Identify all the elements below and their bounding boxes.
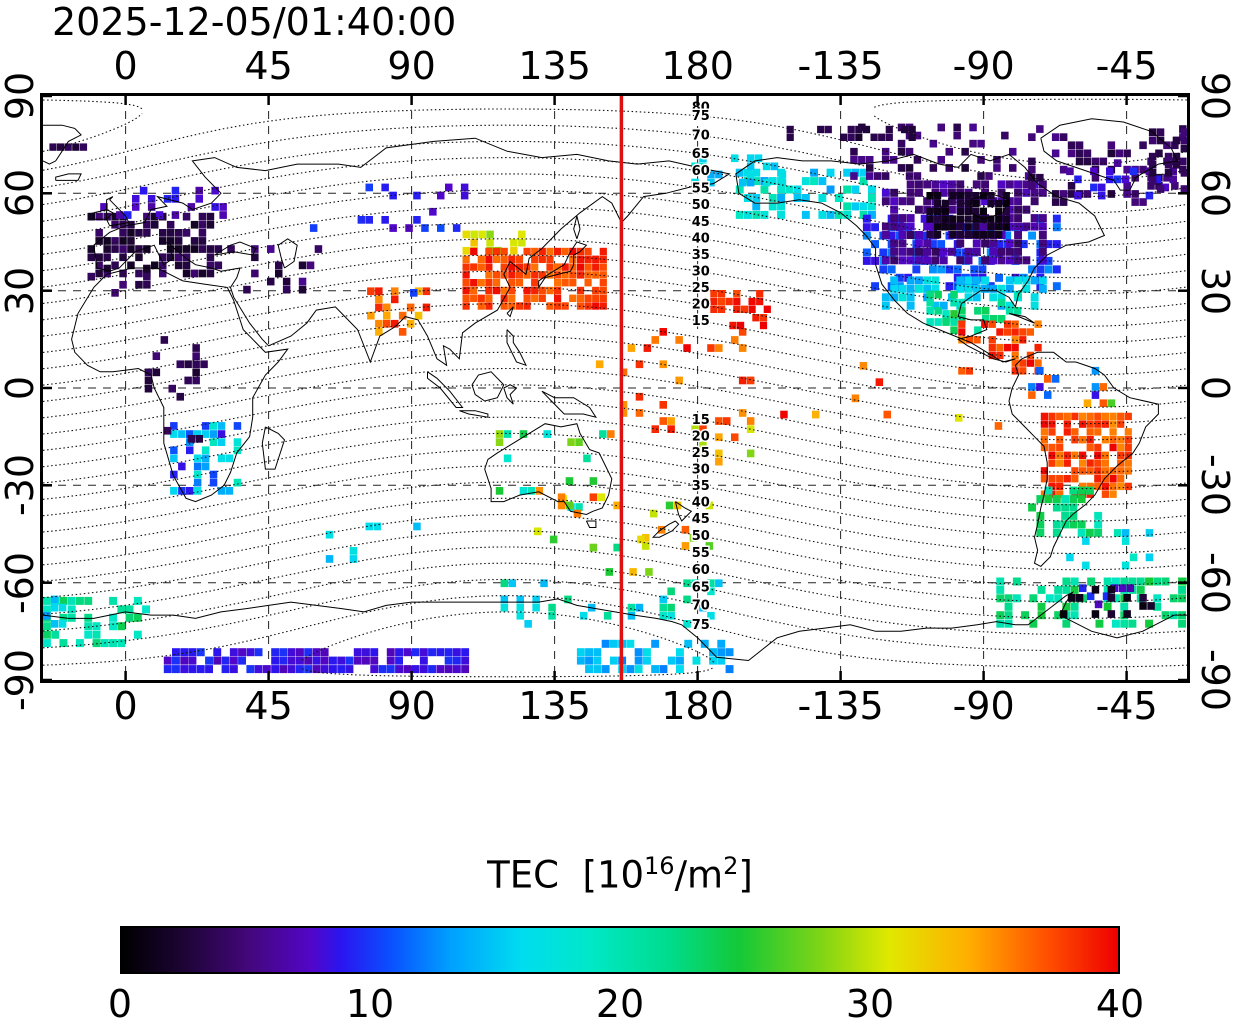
contour-label: 40	[692, 496, 710, 511]
colorbar-title-mid: /m	[674, 853, 724, 897]
lon-tick-label-top: 45	[244, 44, 293, 88]
lon-tick-label-top: -135	[797, 44, 884, 88]
contour-label: 50	[692, 198, 710, 213]
contour-label: 45	[692, 512, 710, 527]
contour-label: 15	[692, 314, 710, 329]
contour-label: 15	[692, 413, 710, 428]
lon-tick-label-top: 0	[113, 44, 138, 88]
contour-label: 55	[692, 181, 710, 196]
contour-label: 75	[692, 109, 710, 124]
contour-label: 60	[692, 563, 710, 578]
lon-tick-label-bottom: -45	[1095, 684, 1158, 728]
colorbar-tick-label: 30	[845, 982, 895, 1021]
colorbar-title-sup2: 2	[723, 852, 739, 880]
lon-tick-label-top: -45	[1095, 44, 1158, 88]
plot-frame	[40, 93, 1190, 683]
lat-tick-label-right: -30	[1193, 454, 1235, 517]
contour-label: 30	[692, 462, 710, 477]
contour-label: 25	[692, 446, 710, 461]
world-tec-map: 8075706560555045403530252015152025303540…	[40, 93, 1190, 683]
colorbar-tick-label: 0	[107, 982, 133, 1021]
contour-label: 75	[692, 618, 710, 633]
colorbar-tick-label: 10	[345, 982, 395, 1021]
lat-tick-label-left: 90	[0, 71, 42, 121]
contour-label: 65	[692, 147, 710, 162]
timestamp-label: 2025-12-05/01:40:00	[52, 0, 457, 44]
lat-tick-label-right: -90	[1193, 648, 1235, 712]
lat-tick-label-right: 30	[1193, 266, 1235, 315]
lat-tick-label-left: 30	[0, 266, 42, 315]
lon-tick-label-bottom: 90	[387, 684, 436, 728]
contour-label: 20	[692, 429, 710, 444]
lat-tick-label-right: -60	[1193, 551, 1235, 614]
contour-label: 40	[692, 232, 710, 247]
contour-label: 55	[692, 546, 710, 561]
lon-tick-label-bottom: 45	[244, 684, 293, 728]
colorbar-title-sup16: 16	[644, 852, 675, 880]
coastlines	[43, 118, 1187, 662]
lat-tick-label-left: 60	[0, 169, 42, 218]
contour-labels: 8075706560555045403530252015152025303540…	[690, 99, 711, 635]
contour-label: 50	[692, 529, 710, 544]
lat-tick-label-right: 60	[1193, 169, 1235, 218]
colorbar-tick-label: 20	[595, 982, 645, 1021]
lon-tick-label-bottom: 180	[661, 684, 734, 728]
colorbar-title: TEC [1016/m2]	[120, 852, 1120, 896]
lon-tick-label-top: 135	[518, 44, 591, 88]
lat-tick-label-left: -30	[0, 454, 42, 517]
lat-tick-label-left: -90	[0, 648, 42, 712]
lat-tick-label-left: 0	[0, 375, 42, 401]
lon-tick-label-top: 180	[661, 44, 734, 88]
lon-tick-label-top: -90	[952, 44, 1015, 88]
colorbar-tick-label: 40	[1095, 982, 1145, 1021]
contour-label: 70	[692, 598, 710, 613]
lon-tick-label-top: 90	[387, 44, 436, 88]
colorbar-gradient	[120, 926, 1120, 974]
lon-tick-label-bottom: -135	[797, 684, 884, 728]
contour-label: 80	[692, 100, 710, 115]
lon-tick-label-bottom: 135	[518, 684, 591, 728]
contour-label: 65	[692, 580, 710, 595]
contour-label: 45	[692, 215, 710, 230]
colorbar-title-prefix: TEC [10	[487, 853, 645, 897]
colorbar-title-suffix: ]	[738, 853, 753, 897]
lat-tick-label-right: 0	[1193, 375, 1235, 401]
tec-scatter-points	[43, 123, 1187, 674]
contour-label: 30	[692, 265, 710, 280]
contour-label: 25	[692, 281, 710, 296]
contour-label: 35	[692, 248, 710, 263]
contour-label: 70	[692, 129, 710, 144]
lon-tick-label-bottom: -90	[952, 684, 1015, 728]
contour-label: 60	[692, 164, 710, 179]
lat-tick-label-right: 90	[1193, 71, 1235, 121]
magnetic-contours	[43, 98, 1187, 678]
contour-label: 35	[692, 479, 710, 494]
lat-tick-label-left: -60	[0, 551, 42, 614]
lon-tick-label-bottom: 0	[113, 684, 138, 728]
contour-label: 20	[692, 298, 710, 313]
